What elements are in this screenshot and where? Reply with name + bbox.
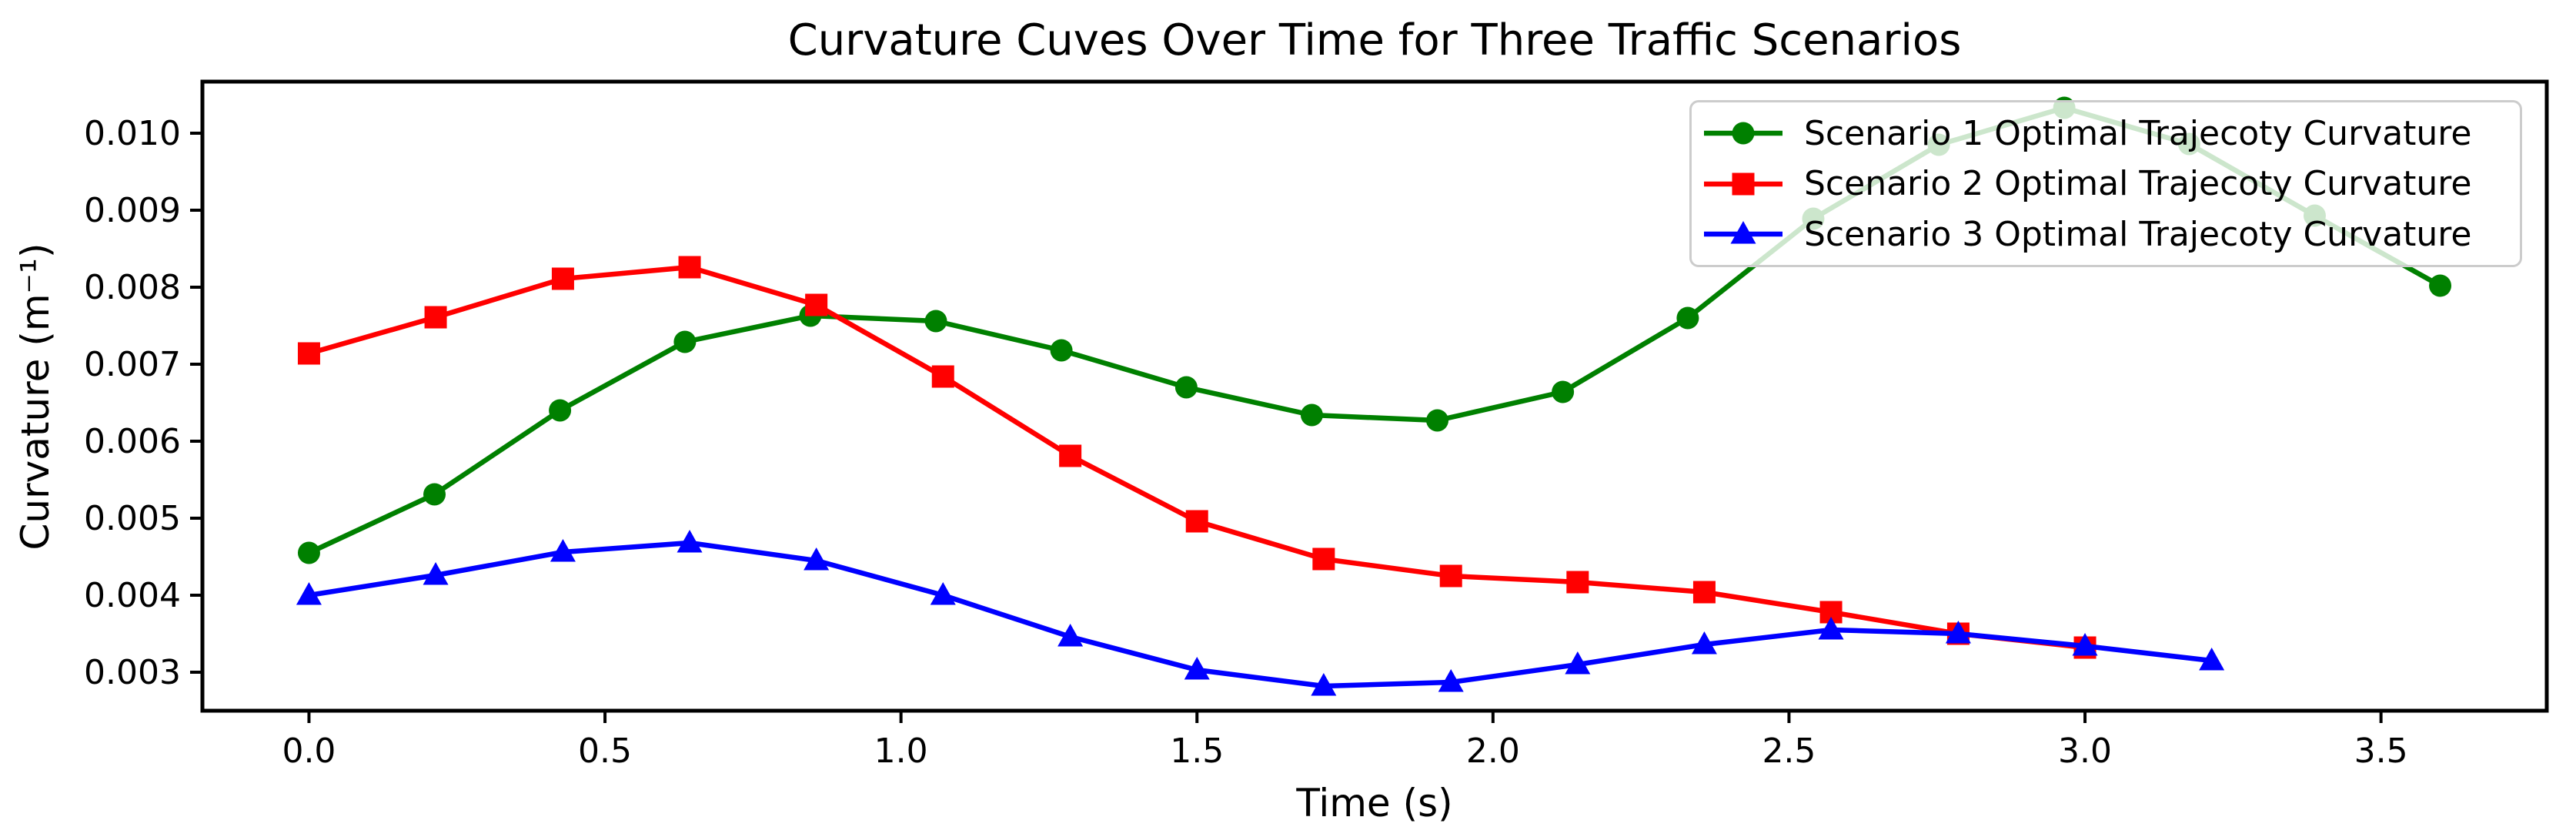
data-point-triangle-icon xyxy=(804,547,830,571)
x-tick-label: 1.0 xyxy=(874,732,928,771)
data-point-triangle-icon xyxy=(1438,669,1464,692)
data-point-circle-icon xyxy=(549,399,572,422)
data-point-square-icon xyxy=(931,365,954,388)
legend-swatch-circle-icon xyxy=(1704,122,1782,145)
y-tick-label: 0.004 xyxy=(84,576,181,615)
data-point-triangle-icon xyxy=(930,582,956,605)
legend: Scenario 1 Optimal Trajecoty Curvature Sc… xyxy=(1689,100,2522,267)
data-point-triangle-icon xyxy=(1184,657,1210,680)
data-point-square-icon xyxy=(1439,564,1462,588)
x-axis-label: Time (s) xyxy=(1296,781,1453,825)
data-point-circle-icon xyxy=(297,541,320,564)
data-point-triangle-icon xyxy=(1311,673,1337,696)
legend-item-label: Scenario 1 Optimal Trajecoty Curvature xyxy=(1804,113,2472,153)
data-point-square-icon xyxy=(1692,581,1716,604)
data-point-triangle-icon xyxy=(677,530,703,553)
data-point-circle-icon xyxy=(1174,376,1198,399)
legend-swatch-square-icon xyxy=(1704,172,1782,195)
data-point-square-icon xyxy=(297,342,320,365)
data-point-triangle-icon xyxy=(1818,617,1844,640)
x-tick-label: 3.0 xyxy=(2058,732,2112,771)
chart-title: Curvature Cuves Over Time for Three Traf… xyxy=(787,15,1962,65)
data-point-circle-icon xyxy=(1050,339,1073,362)
legend-item-label: Scenario 2 Optimal Trajecoty Curvature xyxy=(1804,164,2472,203)
data-point-square-icon xyxy=(1185,510,1208,533)
data-point-square-icon xyxy=(678,256,701,279)
data-point-square-icon xyxy=(424,306,447,329)
y-tick-label: 0.009 xyxy=(84,191,181,230)
plot-frame xyxy=(200,79,2549,713)
data-point-square-icon xyxy=(1732,172,1755,195)
data-point-circle-icon xyxy=(924,310,947,333)
y-axis-label: Curvature (m⁻¹) xyxy=(13,243,58,551)
data-point-triangle-icon xyxy=(2199,648,2225,671)
data-point-triangle-icon xyxy=(2072,633,2098,656)
data-point-circle-icon xyxy=(1426,409,1449,432)
y-tick-label: 0.006 xyxy=(84,422,181,461)
data-point-circle-icon xyxy=(1732,122,1755,145)
x-axis-ticks: 0.0 0.5 1.0 1.5 2.0 2.5 3.0 3.5 xyxy=(282,711,2408,771)
data-point-square-icon xyxy=(805,293,828,316)
legend-item: Scenario 1 Optimal Trajecoty Curvature xyxy=(1702,114,2520,153)
data-point-square-icon xyxy=(551,267,574,290)
x-tick-label: 3.5 xyxy=(2354,732,2408,771)
series-2 xyxy=(297,256,2097,659)
series-3-line xyxy=(306,540,2214,689)
x-tick-label: 1.5 xyxy=(1170,732,1224,771)
data-point-circle-icon xyxy=(2429,274,2452,297)
data-point-triangle-icon xyxy=(1565,651,1591,675)
y-tick-label: 0.005 xyxy=(84,499,181,538)
y-tick-label: 0.007 xyxy=(84,345,181,384)
data-point-circle-icon xyxy=(423,483,446,506)
x-tick-label: 2.5 xyxy=(1762,732,1816,771)
data-point-square-icon xyxy=(1312,547,1335,571)
legend-swatch-triangle-up-icon xyxy=(1704,221,1782,244)
data-point-triangle-icon xyxy=(550,539,576,562)
data-point-triangle-icon xyxy=(1691,631,1717,655)
data-point-triangle-icon xyxy=(296,582,322,605)
series-3 xyxy=(296,530,2225,696)
x-tick-label: 2.0 xyxy=(1466,732,1520,771)
data-point-square-icon xyxy=(1566,571,1589,594)
data-point-square-icon xyxy=(1059,444,1082,467)
data-point-circle-icon xyxy=(1552,380,1575,403)
y-tick-label: 0.008 xyxy=(84,268,181,307)
data-point-circle-icon xyxy=(1676,306,1699,330)
y-axis-ticks: 0.003 0.004 0.005 0.006 0.007 0.008 0.009 0.010 xyxy=(84,114,202,692)
y-tick-label: 0.010 xyxy=(84,114,181,153)
legend-item-label: Scenario 3 Optimal Trajecoty Curvature xyxy=(1804,214,2472,254)
data-point-circle-icon xyxy=(673,330,697,353)
x-tick-label: 0.5 xyxy=(578,732,632,771)
legend-item: Scenario 3 Optimal Trajecoty Curvature xyxy=(1702,215,2520,254)
x-tick-label: 0.0 xyxy=(282,732,336,771)
data-point-triangle-icon xyxy=(1057,624,1084,647)
data-point-triangle-icon xyxy=(1945,621,1971,644)
series-2-line xyxy=(306,264,2088,651)
data-point-triangle-icon xyxy=(423,562,449,585)
y-tick-label: 0.003 xyxy=(84,653,181,692)
legend-item: Scenario 2 Optimal Trajecoty Curvature xyxy=(1702,164,2520,203)
data-point-triangle-icon xyxy=(1730,221,1756,244)
data-point-circle-icon xyxy=(1300,403,1323,427)
